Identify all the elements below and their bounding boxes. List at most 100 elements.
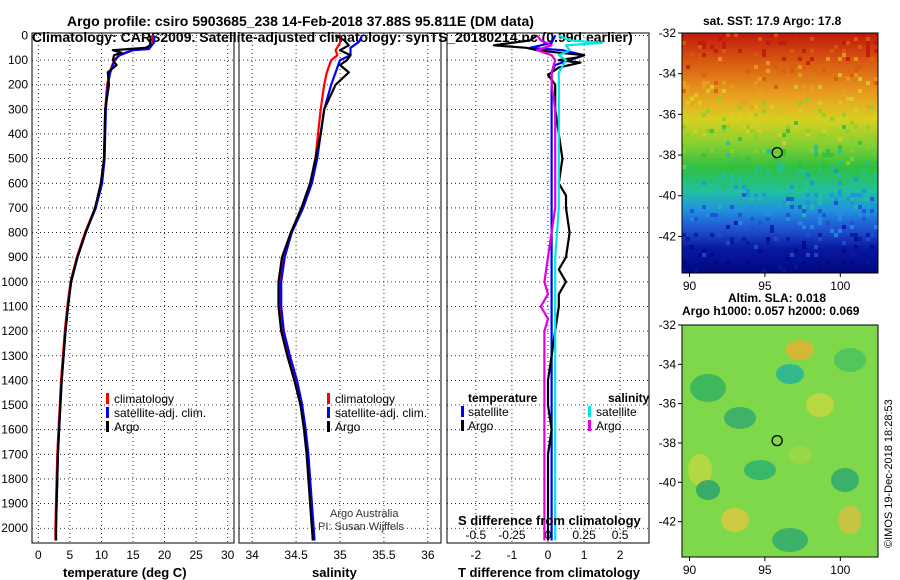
x-tick-label: 5	[67, 548, 74, 562]
depth-tick-label: 500	[8, 152, 28, 166]
argo-location-marker	[771, 434, 783, 447]
temperature-xlabel: temperature (deg C)	[63, 565, 187, 580]
t-diff-xlabel: T difference from climatology	[458, 565, 641, 580]
temperature-frame	[31, 32, 235, 544]
sla-anomaly-blobs	[688, 340, 866, 552]
x-tick-label: 15	[126, 548, 140, 562]
depth-tick-labels: 0 100 200 300 400 500 600 700 800 900 1000 1100 1200…	[1, 28, 28, 535]
argo-location-marker	[771, 146, 783, 159]
lon-tick-label: 95	[758, 563, 772, 577]
lat-tick-label: -34	[659, 67, 677, 81]
lat-tick-label: -36	[659, 107, 677, 121]
depth-tick-label: 1100	[2, 299, 28, 313]
x-tick-label: 0	[545, 548, 552, 562]
sst-map-title: sat. SST: 17.9 Argo: 17.8	[703, 14, 842, 28]
salinity-panel: 34 34.5 35 35.5 36 salinity climatology sate…	[238, 32, 442, 580]
x-tick-label: 2	[617, 548, 624, 562]
salinity-xlabel: salinity	[312, 565, 358, 580]
x-tick-label: 35.5	[372, 548, 396, 562]
sst-map-frame	[681, 32, 879, 274]
lat-tick-label: -42	[659, 229, 677, 243]
temperature-legend: climatology satellite-adj. clim. Argo	[106, 392, 206, 434]
legend-swatch-climatology	[327, 393, 330, 404]
salinity-grid	[239, 33, 441, 543]
credit-pi: PI: Susan Wijffels	[318, 521, 404, 533]
salinity-legend: climatology satellite-adj. clim. Argo	[327, 392, 427, 434]
temperature-panel: 0100200300400500600700800900100011001200…	[1, 28, 234, 580]
salinity-frame	[238, 32, 442, 544]
x-tick-label: 20	[158, 548, 172, 562]
series-line-argo	[277, 34, 352, 541]
timestamp-watermark: ©IMOS 19-Dec-2018 18:28:53	[883, 399, 895, 548]
salinity-tick-labels: 34 34.5 35 35.5 36	[245, 548, 434, 562]
lon-tick-label: 95	[758, 279, 772, 293]
header-line-1: Argo profile: csiro 5903685_238 14-Feb-2…	[67, 13, 534, 29]
lon-tick-label: 90	[683, 563, 697, 577]
sst-map-ticks: -32 -34 -36 -38 -40 -42 90 95 100	[659, 26, 851, 293]
difference-legend: temperature salinity satellite Argo sate…	[461, 391, 650, 433]
legend-text-climatology: climatology	[114, 392, 174, 406]
lat-tick-label: -38	[659, 148, 677, 162]
legend-swatch-s-satellite	[588, 406, 591, 417]
legend-text-argo: Argo	[114, 420, 140, 434]
legend-title-temperature: temperature	[468, 391, 538, 405]
depth-tick-label: 700	[8, 201, 28, 215]
x-tick-label: -1	[507, 548, 518, 562]
depth-tick-label: 1000	[1, 275, 28, 289]
temperature-grid	[32, 33, 234, 543]
depth-tick-label: 1800	[1, 472, 28, 486]
depth-tick-label: 1200	[1, 324, 28, 338]
depth-tick-label: 1600	[1, 423, 28, 437]
s-tick-label: -0.5	[466, 528, 487, 542]
lat-tick-label: -40	[659, 475, 677, 489]
depth-tick-label: 200	[8, 78, 28, 92]
legend-swatch-argo	[327, 421, 330, 432]
difference-panel: -2 -1 0 1 2-0.5 -0.25 0 0.25 0.5 T difference fr…	[446, 32, 650, 580]
lon-tick-label: 90	[683, 279, 697, 293]
s-tick-label: 0.5	[612, 528, 629, 542]
x-tick-label: 1	[581, 548, 588, 562]
depth-tick-label: 300	[8, 102, 28, 116]
series-line-satellite-adj-clim-	[280, 35, 364, 541]
s-tick-label: 0.25	[572, 528, 596, 542]
legend-text-s-satellite: satellite	[596, 405, 637, 419]
x-tick-label: -2	[471, 548, 482, 562]
depth-tick-label: 1300	[1, 349, 28, 363]
legend-swatch-satellite	[106, 407, 109, 418]
legend-swatch-s-argo	[588, 420, 591, 431]
lat-tick-label: -36	[659, 397, 677, 411]
legend-swatch-argo	[106, 421, 109, 432]
depth-tick-label: 0	[21, 28, 28, 42]
lon-tick-label: 100	[830, 279, 850, 293]
legend-text-t-argo: Argo	[468, 419, 494, 433]
s-diff-xlabel: S difference from climatology	[458, 513, 642, 528]
x-tick-label: 30	[221, 548, 235, 562]
lat-tick-label: -42	[659, 515, 677, 529]
series-line-t-satellite	[528, 35, 586, 541]
x-tick-label: 35	[333, 548, 347, 562]
x-tick-label: 34	[245, 548, 259, 562]
sst-texture	[682, 33, 878, 273]
depth-tick-label: 600	[8, 176, 28, 190]
lat-tick-label: -32	[659, 26, 677, 40]
legend-text-satellite: satellite-adj. clim.	[335, 406, 427, 420]
series-line-s-argo	[536, 34, 557, 541]
legend-swatch-t-argo	[461, 420, 464, 431]
depth-tick-label: 1400	[1, 373, 28, 387]
sla-map-panel: Altim. SLA: 0.018 Argo h1000: 0.057 h200…	[659, 291, 879, 577]
legend-swatch-t-satellite	[461, 406, 464, 417]
sst-map-panel: sat. SST: 17.9 Argo: 17.8 -32 -34 -36 -38 -4…	[659, 14, 879, 293]
difference-frame	[446, 32, 650, 544]
depth-tick-label: 1900	[1, 497, 28, 511]
legend-text-satellite: satellite-adj. clim.	[114, 406, 206, 420]
lat-tick-label: -32	[659, 318, 677, 332]
series-line-t-argo	[492, 34, 586, 541]
lat-tick-label: -38	[659, 436, 677, 450]
depth-tick-label: 800	[8, 226, 28, 240]
depth-tick-label: 900	[8, 250, 28, 264]
x-tick-label: 0	[35, 548, 42, 562]
difference-tick-labels: -2 -1 0 1 2-0.5 -0.25 0 0.25 0.5	[466, 528, 629, 562]
series-line-s-satellite	[554, 34, 604, 541]
x-tick-label: 10	[95, 548, 109, 562]
